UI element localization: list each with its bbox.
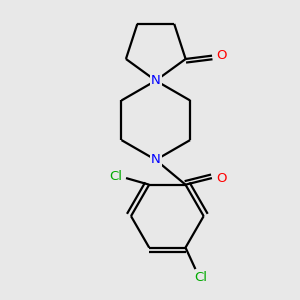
- Text: Cl: Cl: [110, 170, 123, 183]
- Text: N: N: [151, 74, 161, 87]
- Text: O: O: [217, 172, 227, 184]
- Text: N: N: [151, 153, 161, 167]
- Text: Cl: Cl: [194, 271, 207, 284]
- Text: O: O: [217, 49, 227, 62]
